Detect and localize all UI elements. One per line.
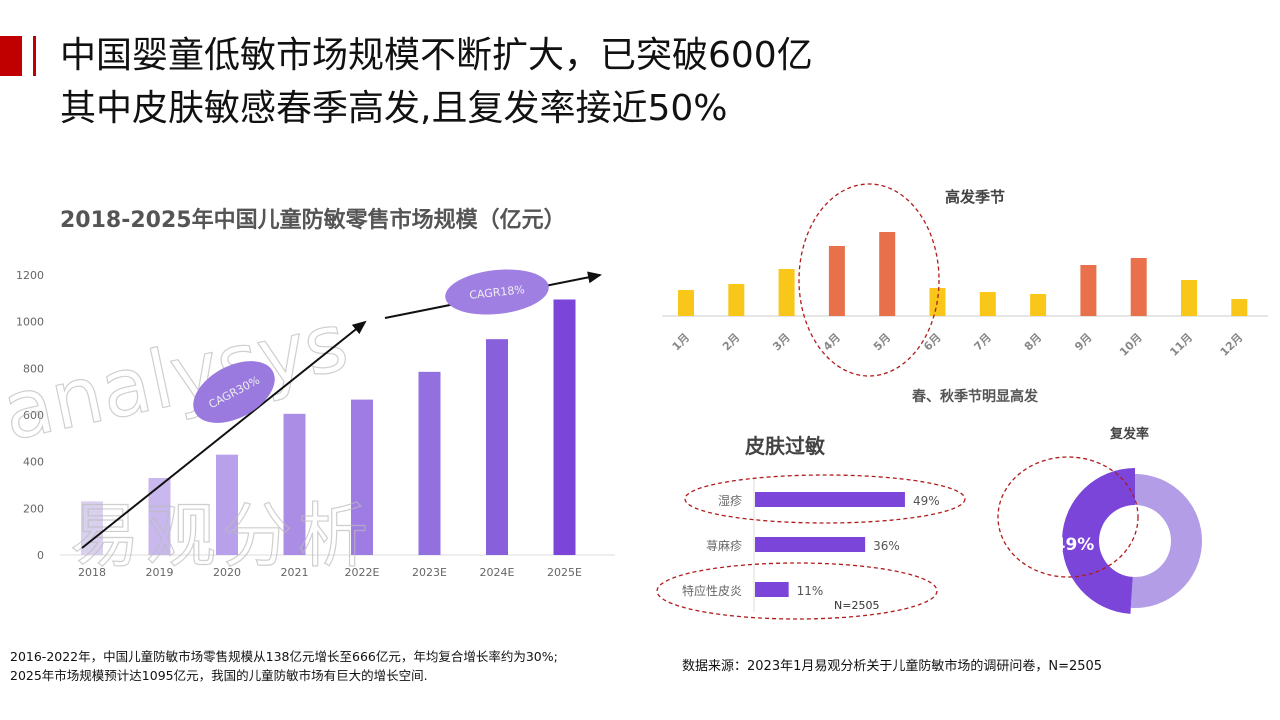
y-tick-label: 200 <box>23 502 44 515</box>
x-tick-label: 1月 <box>670 331 692 353</box>
y-tick-label: 400 <box>23 456 44 469</box>
slide-title-line1: 中国婴童低敏市场规模不断扩大，已突破600亿 <box>60 35 813 76</box>
watermark-text: 易观分析 <box>70 495 374 577</box>
recurrence-chart-title: 复发率 <box>1110 427 1150 442</box>
x-tick-label: 2月 <box>720 331 742 353</box>
donut-value-label: 49% <box>1054 535 1095 555</box>
bar-2023E <box>418 371 441 555</box>
bar-2024E <box>486 339 508 555</box>
x-tick-label: 2018 <box>78 566 106 579</box>
bar-10月 <box>1130 258 1147 316</box>
highlight-ellipse <box>656 562 938 620</box>
x-tick-label: 7月 <box>972 331 994 353</box>
x-tick-label: 2025E <box>547 566 582 579</box>
donut-slice-recurrence <box>1061 468 1135 614</box>
category-label: 湿疹 <box>718 493 742 508</box>
bar-荨麻疹 <box>755 537 866 552</box>
accent-bar <box>0 36 22 76</box>
x-tick-label: 5月 <box>871 331 893 353</box>
bar-7月 <box>979 292 996 316</box>
x-tick-label: 10月 <box>1117 331 1145 359</box>
highlight-ellipse <box>684 474 966 524</box>
bar-12月 <box>1231 299 1248 316</box>
value-label: 11% <box>797 584 824 598</box>
bar-2018 <box>81 501 103 555</box>
x-tick-label: 2019 <box>146 566 174 579</box>
skin-chart-title: 皮肤过敏 <box>745 434 825 458</box>
category-label: 特应性皮炎 <box>682 583 742 598</box>
data-source: 数据来源：2023年1月易观分析关于儿童防敏市场的调研问卷，N=2505 <box>682 659 1103 674</box>
season-chart-title: 高发季节 <box>944 188 1005 206</box>
bar-2019 <box>148 478 171 555</box>
donut-slice-remaining <box>1130 474 1203 608</box>
x-tick-label: 11月 <box>1167 331 1195 359</box>
season-chart-subtitle: 春、秋季节明显高发 <box>912 389 1038 405</box>
bar-8月 <box>1030 294 1047 316</box>
x-tick-label: 2020 <box>213 566 241 579</box>
x-tick-label: 4月 <box>821 331 843 353</box>
bar-2020 <box>216 454 238 555</box>
category-label: 荨麻疹 <box>706 538 742 553</box>
bar-2月 <box>728 284 745 316</box>
x-tick-label: 12月 <box>1218 331 1246 359</box>
value-label: 36% <box>873 539 900 553</box>
bar-5月 <box>879 232 896 316</box>
x-tick-label: 9月 <box>1072 331 1094 353</box>
y-tick-label: 800 <box>23 362 44 375</box>
highlight-ellipse <box>798 183 940 377</box>
note-line2: 2025年市场规模预计达1095亿元，我国的儿童防敏市场有巨大的增长空间. <box>10 668 428 683</box>
x-tick-label: 8月 <box>1022 331 1044 353</box>
x-tick-label: 2022E <box>345 566 380 579</box>
y-tick-label: 0 <box>37 549 44 562</box>
cagr-bubble <box>445 269 549 315</box>
value-label: 49% <box>913 494 940 508</box>
highlight-ellipse <box>997 456 1139 578</box>
bar-1月 <box>678 290 694 316</box>
note-line1: 2016-2022年，中国儿童防敏市场零售规模从138亿元增长至666亿元，年均… <box>10 649 558 664</box>
trend-arrow <box>81 320 367 549</box>
y-tick-label: 600 <box>23 409 44 422</box>
bar-2025E <box>553 299 576 555</box>
bar-4月 <box>828 246 845 316</box>
x-tick-label: 3月 <box>770 331 792 353</box>
y-tick-label: 1200 <box>16 269 44 282</box>
bar-2021 <box>283 413 306 555</box>
x-tick-label: 2024E <box>480 566 515 579</box>
cagr-label: CAGR18% <box>469 283 526 302</box>
bar-2022E <box>351 399 373 555</box>
bar-湿疹 <box>755 492 905 507</box>
slide-title-line2: 其中皮肤敏感春季高发,且复发率接近50% <box>60 88 728 129</box>
bar-特应性皮炎 <box>755 582 789 597</box>
x-tick-label: 2021 <box>281 566 309 579</box>
bar-9月 <box>1080 265 1097 316</box>
cagr-bubble <box>193 361 275 423</box>
sample-size-note: N=2505 <box>834 599 879 612</box>
market-chart-title: 2018-2025年中国儿童防敏零售市场规模（亿元） <box>60 208 566 233</box>
y-tick-label: 1000 <box>16 316 44 329</box>
x-tick-label: 2023E <box>412 566 447 579</box>
accent-line <box>33 36 36 76</box>
bar-3月 <box>778 269 795 316</box>
x-tick-label: 6月 <box>921 331 943 353</box>
bar-11月 <box>1181 280 1197 316</box>
